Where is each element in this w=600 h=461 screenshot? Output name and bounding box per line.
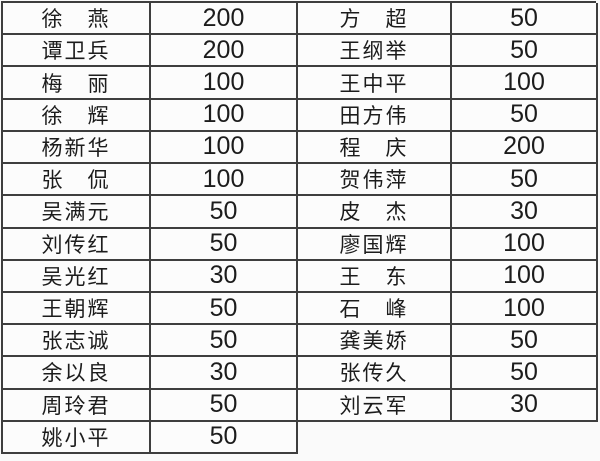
amount-cell: 50 <box>452 35 598 68</box>
donation-table: 徐 燕 200 方 超 50 谭卫兵 200 王纲举 50 梅 丽 100 王中… <box>1 1 598 454</box>
name-cell: 贺伟萍 <box>298 164 452 197</box>
amount-cell: 100 <box>151 67 298 100</box>
name-cell: 吴满元 <box>3 196 151 229</box>
name-cell: 刘云军 <box>298 389 452 422</box>
name-cell: 廖国辉 <box>298 228 452 261</box>
name-cell: 杨新华 <box>3 131 151 165</box>
amount-cell: 50 <box>452 99 598 132</box>
name-cell: 方 超 <box>298 3 452 36</box>
amount-cell: 50 <box>151 389 298 422</box>
name-cell: 周玲君 <box>3 389 151 422</box>
amount-cell: 30 <box>151 260 298 293</box>
name-cell: 王纲举 <box>298 35 452 68</box>
name-cell: 王朝辉 <box>3 292 151 326</box>
name-cell: 张 侃 <box>3 164 151 197</box>
amount-cell: 100 <box>452 67 598 100</box>
name-cell: 石 峰 <box>298 292 452 326</box>
name-cell: 徐 辉 <box>3 99 151 132</box>
amount-cell: 50 <box>452 325 598 358</box>
amount-cell: 200 <box>151 3 298 36</box>
amount-cell: 200 <box>151 35 298 68</box>
amount-cell: 30 <box>452 389 598 422</box>
amount-cell: 50 <box>151 228 298 261</box>
empty-cell <box>452 422 598 454</box>
name-cell: 姚小平 <box>3 421 151 454</box>
name-cell: 田方伟 <box>298 99 452 132</box>
name-cell: 程 庆 <box>298 131 452 165</box>
amount-cell: 50 <box>151 325 298 358</box>
name-cell: 王 东 <box>298 260 452 293</box>
amount-cell: 50 <box>452 3 598 36</box>
amount-cell: 100 <box>151 99 298 132</box>
amount-cell: 50 <box>151 421 298 454</box>
name-cell: 王中平 <box>298 67 452 100</box>
amount-cell: 50 <box>151 292 298 326</box>
name-cell: 刘传红 <box>3 228 151 261</box>
amount-cell: 200 <box>452 131 598 165</box>
name-cell: 梅 丽 <box>3 67 151 100</box>
name-cell: 余以良 <box>3 357 151 390</box>
amount-cell: 100 <box>452 292 598 326</box>
amount-cell: 30 <box>452 196 598 229</box>
amount-cell: 30 <box>151 357 298 390</box>
name-cell: 张志诚 <box>3 325 151 358</box>
amount-cell: 100 <box>151 131 298 165</box>
amount-cell: 100 <box>452 260 598 293</box>
amount-cell: 50 <box>452 357 598 390</box>
amount-cell: 50 <box>151 196 298 229</box>
name-cell: 吴光红 <box>3 260 151 293</box>
name-cell: 龚美娇 <box>298 325 452 358</box>
name-cell: 谭卫兵 <box>3 35 151 68</box>
amount-cell: 50 <box>452 164 598 197</box>
empty-cell <box>298 422 452 454</box>
amount-cell: 100 <box>452 228 598 261</box>
name-cell: 徐 燕 <box>3 3 151 36</box>
name-cell: 张传久 <box>298 357 452 390</box>
amount-cell: 100 <box>151 164 298 197</box>
name-cell: 皮 杰 <box>298 196 452 229</box>
